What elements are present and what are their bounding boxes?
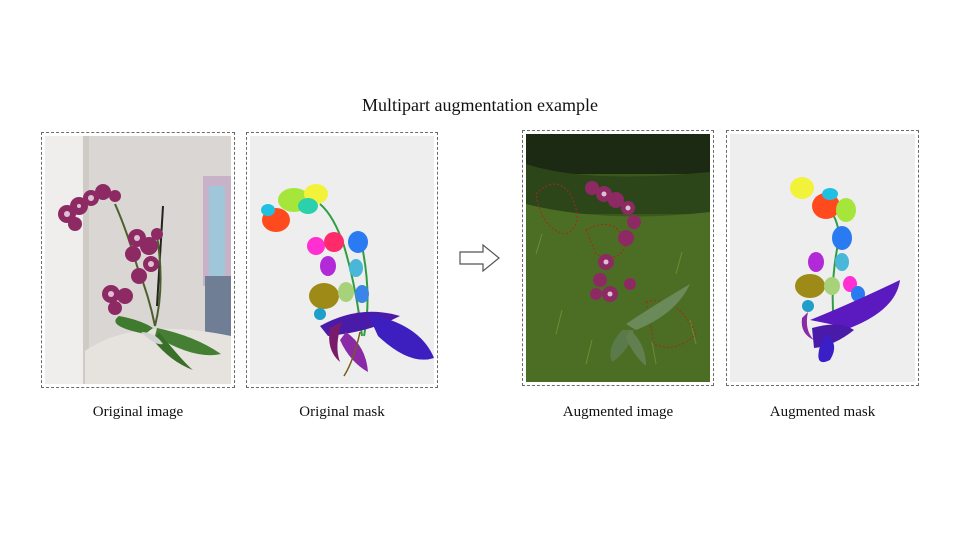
augmented-mask-image <box>730 134 915 382</box>
original-orchid-photo <box>45 136 231 384</box>
original-mask-panel <box>246 132 438 388</box>
augmented-image-panel <box>522 130 714 386</box>
augmented-image-caption: Augmented image <box>562 404 674 420</box>
original-mask-caption: Original mask <box>299 404 385 420</box>
right-arrow-icon <box>459 243 500 273</box>
original-mask-image <box>250 136 434 384</box>
original-image-caption: Original image <box>92 404 184 420</box>
augmented-mask-caption: Augmented mask <box>769 404 876 420</box>
figure-title: Multipart augmentation example <box>362 95 598 115</box>
augmented-mask-panel <box>726 130 919 386</box>
original-image-panel <box>41 132 235 388</box>
augmented-orchid-photo <box>526 134 710 382</box>
